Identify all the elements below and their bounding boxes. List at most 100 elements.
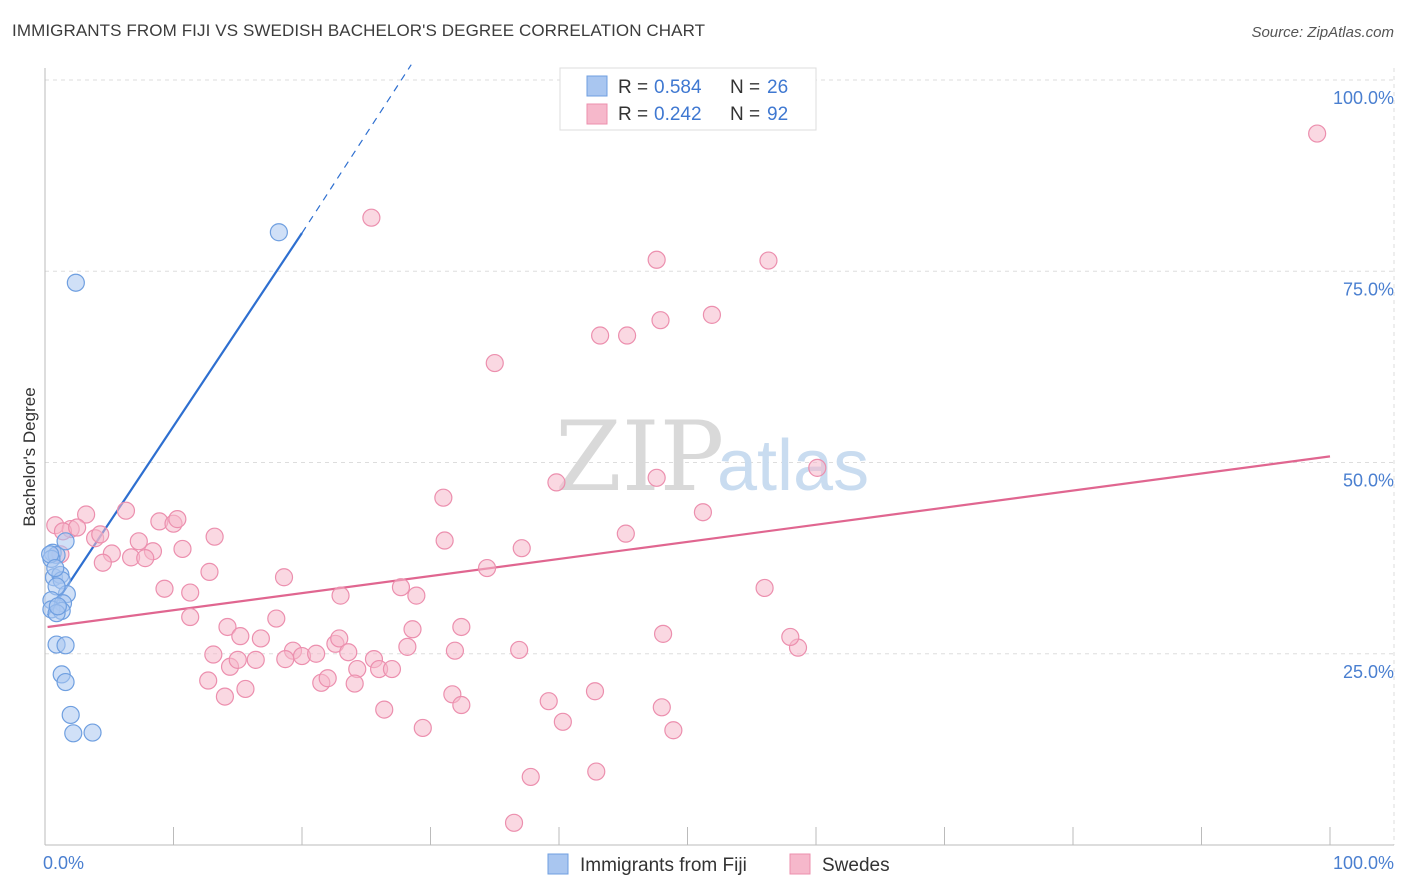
trend-line-fiji	[46, 232, 303, 617]
swedes-point-76	[345, 674, 364, 693]
fiji-point-21	[64, 724, 83, 743]
swedes-point-47	[755, 578, 774, 598]
swedes-point-91	[781, 627, 800, 647]
axes	[44, 68, 1394, 846]
swedes-point-2	[647, 250, 666, 269]
correlation-legend: R = 0.584 N = 26 R = 0.242 N = 92	[559, 67, 817, 131]
legend-n-value-fiji: 26	[767, 77, 788, 98]
y-tick-label-0: 25.0%	[1343, 662, 1394, 682]
y-tick-labels: 25.0% 50.0% 75.0% 100.0%	[1333, 88, 1394, 682]
swedes-point-86	[521, 767, 540, 787]
swedes-point-8	[485, 353, 504, 373]
swedes-point-69	[246, 650, 265, 669]
swedes-point-75	[236, 679, 255, 699]
trend-line-swedes	[47, 455, 1331, 629]
swedes-point-45	[616, 524, 635, 543]
watermark-zip: ZIP	[555, 401, 724, 513]
bottom-legend-swatch-fiji	[547, 853, 569, 875]
swedes-point-35	[231, 627, 250, 646]
swedes-point-33	[155, 579, 174, 598]
fiji-point-24	[46, 558, 65, 578]
swedes-point-65	[510, 640, 529, 660]
fiji-point-0	[269, 223, 288, 242]
swedes-point-41	[407, 586, 426, 605]
swedes-point-4	[651, 311, 670, 330]
legend-r-value-fiji: 0.584	[654, 77, 702, 98]
fiji-point-17	[56, 636, 75, 655]
swedes-point-0	[1308, 124, 1327, 143]
swedes-point-73	[199, 671, 218, 690]
swedes-point-22	[91, 525, 110, 544]
swedes-point-77	[375, 700, 394, 719]
swedes-point-84	[653, 624, 673, 643]
swedes-point-40	[391, 578, 411, 597]
y-tick-label-2: 75.0%	[1343, 279, 1394, 299]
swedes-point-6	[591, 326, 610, 345]
swedes-point-61	[398, 637, 417, 656]
y-tick-label-3: 100.0%	[1333, 88, 1394, 108]
swedes-point-79	[452, 695, 471, 715]
y-axis-label: Bachelor's Degree	[20, 387, 39, 526]
swedes-point-60	[382, 659, 402, 679]
legend-swatch-fiji	[586, 75, 608, 97]
legend-r-value-swedes: 0.242	[654, 104, 702, 125]
x-tick-label-min: 0.0%	[43, 853, 84, 873]
swedes-point-36	[181, 607, 200, 627]
swedes-point-7	[618, 326, 637, 345]
chart-source: Source: ZipAtlas.com	[1251, 24, 1394, 41]
swedes-point-30	[136, 549, 155, 568]
swedes-point-68	[228, 650, 247, 669]
swedes-point-49	[251, 629, 270, 648]
fiji-point-19	[56, 672, 75, 692]
fiji-point-20	[61, 705, 80, 725]
swedes-point-74	[215, 687, 234, 706]
bottom-legend-label-swedes: Swedes	[822, 855, 890, 876]
swedes-point-31	[93, 553, 112, 572]
swedes-point-17	[168, 510, 187, 529]
legend-n-label-fiji: N =	[730, 77, 760, 98]
trend-lines	[46, 64, 1331, 629]
fiji-point-25	[48, 597, 67, 616]
swedes-point-80	[539, 692, 558, 711]
swedes-point-64	[452, 617, 471, 637]
swedes-point-39	[331, 586, 350, 605]
series-legend: Immigrants from Fiji Swedes	[547, 853, 890, 876]
swedes-point-23	[205, 527, 224, 546]
legend-r-label-swedes: R =	[618, 104, 648, 125]
swedes-point-38	[274, 568, 294, 587]
swedes-point-56	[339, 643, 358, 662]
fiji-point-1	[66, 273, 85, 292]
swedes-point-63	[445, 641, 465, 660]
swedes-point-82	[585, 682, 605, 701]
swedes-point-11	[434, 488, 453, 507]
swedes-point-42	[435, 531, 454, 550]
fiji-point-4	[56, 532, 75, 551]
swedes-point-88	[413, 718, 432, 738]
swedes-points	[46, 124, 1327, 832]
swedes-point-3	[759, 251, 778, 270]
legend-r-label-fiji: R =	[618, 77, 648, 98]
bottom-legend-swatch-swedes	[789, 853, 811, 875]
swedes-point-90	[504, 813, 524, 832]
swedes-point-24	[129, 532, 148, 551]
swedes-point-53	[307, 644, 326, 663]
x-tick-label-max: 100.0%	[1333, 853, 1394, 873]
swedes-point-34	[218, 617, 237, 637]
fiji-points	[41, 223, 288, 743]
swedes-point-26	[173, 539, 192, 559]
swedes-point-44	[512, 539, 531, 558]
swedes-point-70	[276, 650, 295, 669]
swedes-point-32	[181, 583, 200, 602]
swedes-point-10	[547, 473, 566, 492]
legend-n-value-swedes: 92	[767, 104, 788, 125]
swedes-point-43	[477, 558, 497, 578]
swedes-point-14	[116, 501, 136, 520]
legend-swatch-swedes	[586, 103, 608, 125]
swedes-point-1	[362, 208, 381, 227]
chart-title: IMMIGRANTS FROM FIJI VS SWEDISH BACHELOR…	[12, 21, 706, 40]
bottom-legend-label-fiji: Immigrants from Fiji	[580, 855, 747, 876]
fiji-point-22	[83, 723, 102, 742]
swedes-point-66	[204, 645, 223, 664]
watermark-atlas: atlas	[717, 426, 869, 506]
